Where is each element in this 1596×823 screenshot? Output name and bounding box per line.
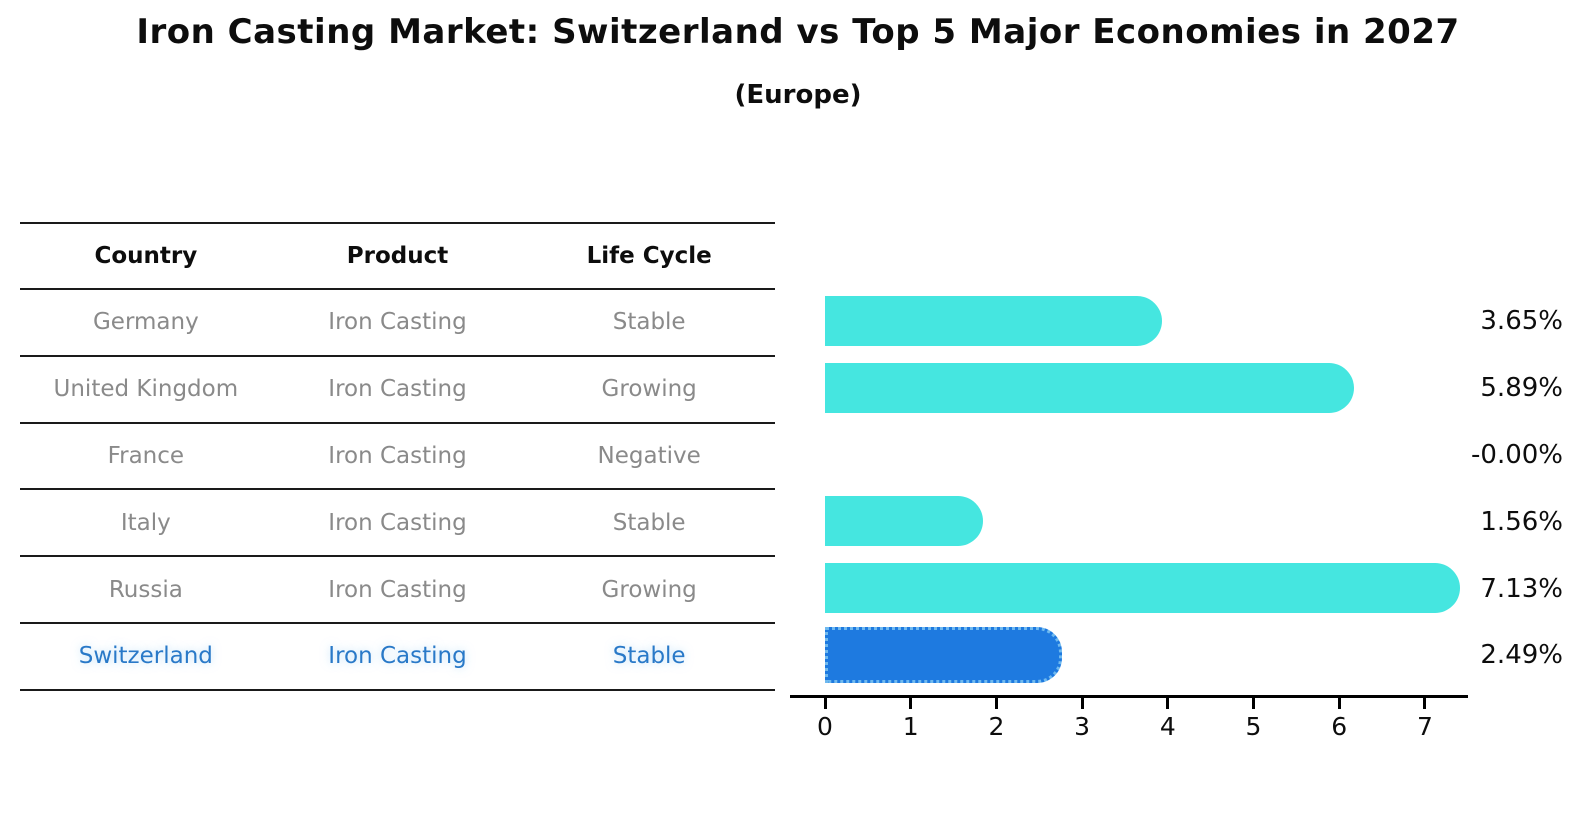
bar-row-united-kingdom: 5.89% xyxy=(790,355,1596,422)
product-cell: Iron Casting xyxy=(328,576,467,603)
life-cycle-cell: Growing xyxy=(601,376,697,403)
bar-row-germany: 3.65% xyxy=(790,288,1596,355)
bar-row-france: -0.00% xyxy=(790,422,1596,489)
x-tick-mark xyxy=(823,698,827,709)
x-tick-label: 6 xyxy=(1331,712,1348,741)
country-cell: France xyxy=(107,442,185,469)
value-label: 3.65% xyxy=(1480,306,1563,337)
x-tick-mark xyxy=(1080,698,1084,709)
value-label: -0.00% xyxy=(1471,439,1563,470)
x-axis-line xyxy=(790,695,1468,698)
product-cell: Iron Casting xyxy=(328,309,467,336)
comparison-table: Country Product Life Cycle Germany Iron … xyxy=(20,222,775,691)
table-row-germany: Germany Iron Casting Stable xyxy=(20,290,775,357)
chart-title: Iron Casting Market: Switzerland vs Top … xyxy=(136,12,1460,52)
bar-row-russia: 7.13% xyxy=(790,555,1596,622)
x-tick-mark xyxy=(1337,698,1341,709)
x-tick-mark xyxy=(1166,698,1170,709)
bar-united-kingdom xyxy=(825,362,1354,413)
value-label: 2.49% xyxy=(1480,640,1563,671)
life-cycle-cell: Growing xyxy=(601,576,697,603)
x-tick-mark xyxy=(909,698,913,709)
bar-russia xyxy=(825,563,1461,614)
column-header-life-cycle: Life Cycle xyxy=(586,243,712,269)
country-cell: Switzerland xyxy=(78,643,213,670)
product-cell: Iron Casting xyxy=(328,442,467,469)
country-cell: Italy xyxy=(120,509,171,536)
table-row-russia: Russia Iron Casting Growing xyxy=(20,557,775,624)
life-cycle-cell: Stable xyxy=(612,509,686,536)
x-tick-label: 2 xyxy=(988,712,1005,741)
value-label: 7.13% xyxy=(1480,573,1563,604)
country-cell: United Kingdom xyxy=(53,376,239,403)
table-row-switzerland: Switzerland Iron Casting Stable xyxy=(20,624,775,691)
table-row-italy: Italy Iron Casting Stable xyxy=(20,490,775,558)
column-header-product: Product xyxy=(346,243,449,269)
x-tick-mark xyxy=(1423,698,1427,709)
bar-italy xyxy=(825,496,983,547)
table-row-france: France Iron Casting Negative xyxy=(20,424,775,491)
country-cell: Germany xyxy=(92,309,199,336)
x-tick-label: 0 xyxy=(817,712,833,741)
bar-row-switzerland: 2.49% xyxy=(790,622,1596,689)
bar-row-italy: 1.56% xyxy=(790,488,1596,555)
life-cycle-cell: Stable xyxy=(612,309,686,336)
column-header-country: Country xyxy=(94,243,198,269)
x-axis: 0 1 2 3 4 5 6 7 xyxy=(790,679,1468,759)
country-cell: Russia xyxy=(108,576,183,603)
chart-subtitle: (Europe) xyxy=(734,80,862,110)
x-tick-mark xyxy=(1252,698,1255,709)
table-header-row: Country Product Life Cycle xyxy=(20,222,775,290)
bar-chart: 3.65% 5.89% -0.00% 1.56% 7.13% 2.49% xyxy=(790,288,1596,689)
x-tick-mark xyxy=(994,698,998,709)
bar-switzerland xyxy=(825,626,1063,683)
product-cell: Iron Casting xyxy=(328,643,467,670)
x-tick-label: 1 xyxy=(902,712,919,741)
value-label: 1.56% xyxy=(1480,506,1563,537)
x-tick-label: 3 xyxy=(1074,712,1091,741)
product-cell: Iron Casting xyxy=(328,509,467,536)
x-tick-label: 4 xyxy=(1159,712,1176,741)
bar-germany xyxy=(825,296,1162,346)
x-tick-label: 5 xyxy=(1245,712,1262,741)
value-label: 5.89% xyxy=(1480,373,1563,404)
life-cycle-cell: Stable xyxy=(612,643,686,670)
x-tick-label: 7 xyxy=(1416,712,1433,741)
product-cell: Iron Casting xyxy=(328,376,467,403)
table-row-united-kingdom: United Kingdom Iron Casting Growing xyxy=(20,357,775,424)
life-cycle-cell: Negative xyxy=(597,442,701,469)
